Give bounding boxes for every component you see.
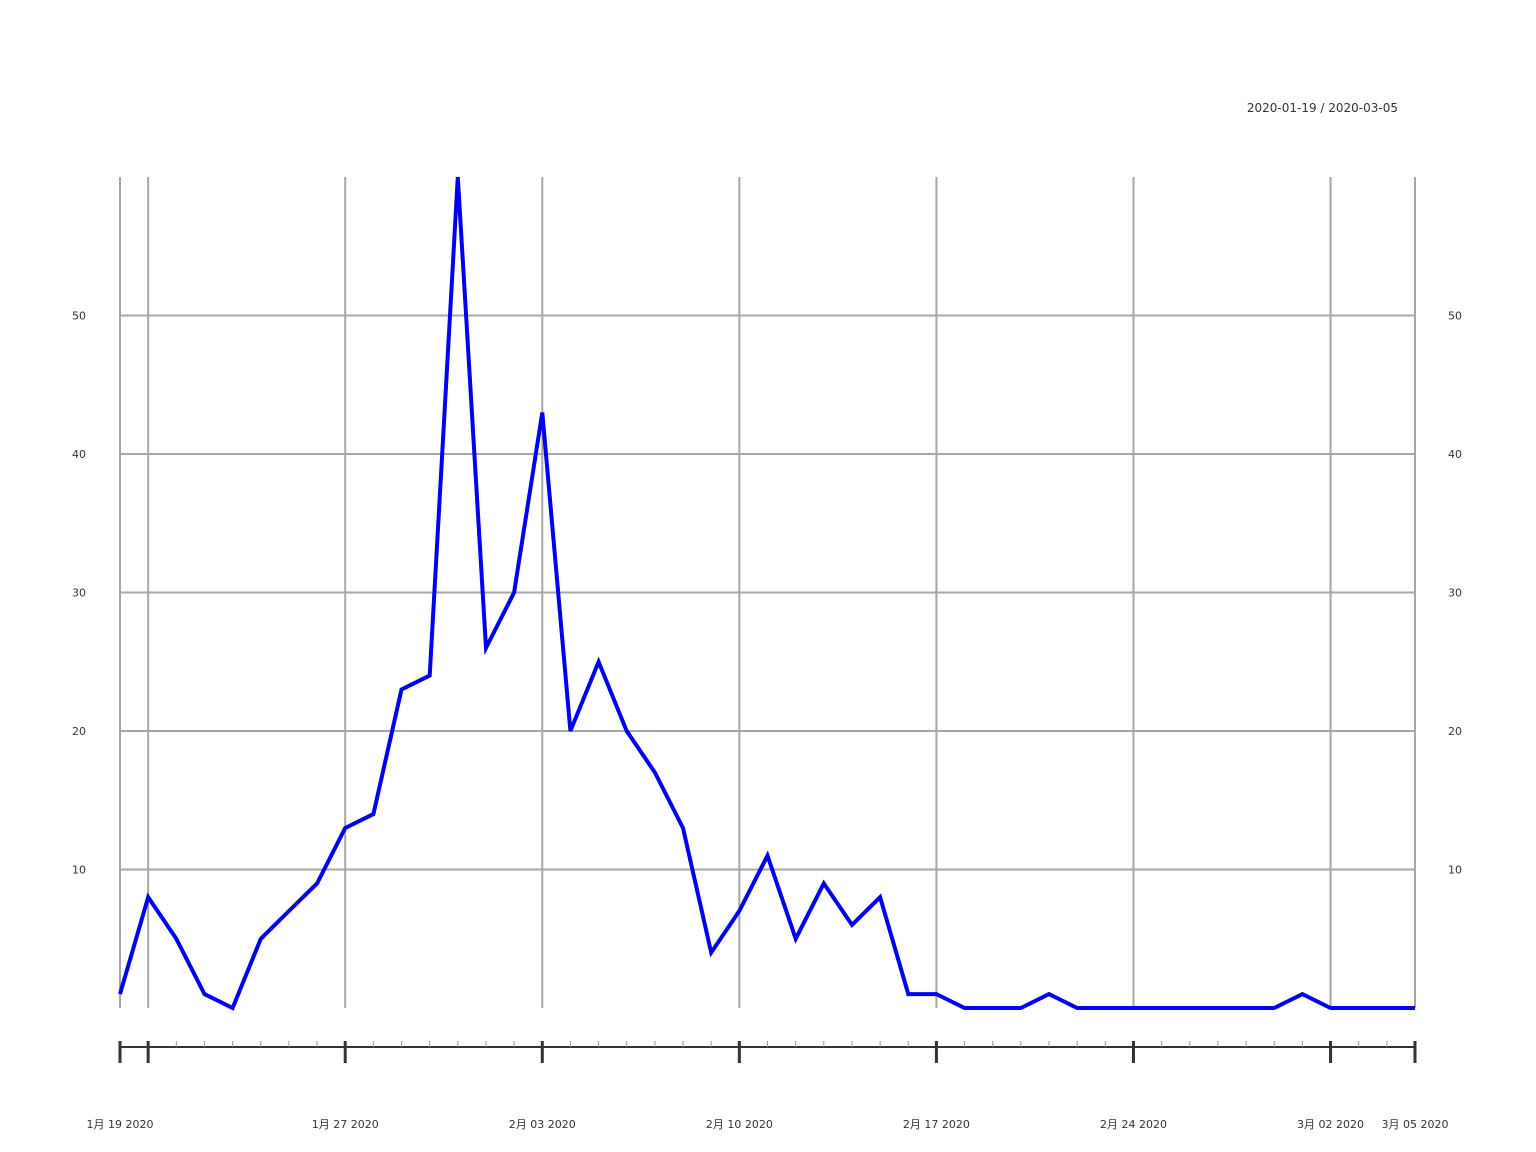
x-tick-label: 1月 27 2020 xyxy=(312,1118,379,1131)
x-tick-label: 2月 17 2020 xyxy=(903,1118,970,1131)
x-tick-label: 2月 10 2020 xyxy=(706,1118,773,1131)
y-tick-label-left: 10 xyxy=(72,864,86,877)
x-tick-label: 2月 24 2020 xyxy=(1100,1118,1167,1131)
y-tick-label-right: 20 xyxy=(1448,725,1462,738)
y-tick-label-right: 10 xyxy=(1448,864,1462,877)
x-tick-label: 3月 05 2020 xyxy=(1382,1118,1449,1131)
x-tick-label: 2月 03 2020 xyxy=(509,1118,576,1131)
x-axis: 1月 19 2020 1月 27 2020 2月 03 2020 2月 10 2020… xyxy=(87,1041,1449,1131)
y-tick-label-left: 40 xyxy=(72,448,86,461)
y-axis-left: 10 20 30 40 50 xyxy=(72,310,86,877)
x-tick-label: 1月 19 2020 xyxy=(87,1118,154,1131)
y-tick-label-left: 30 xyxy=(72,587,86,600)
x-tick-label: 3月 02 2020 xyxy=(1297,1118,1364,1131)
y-tick-label-right: 30 xyxy=(1448,587,1462,600)
y-axis-right: 10 20 30 40 50 xyxy=(1448,310,1462,877)
y-tick-label-left: 20 xyxy=(72,725,86,738)
horizontal-gridlines xyxy=(120,314,1415,871)
y-tick-label-right: 40 xyxy=(1448,448,1462,461)
series-layer xyxy=(118,176,1415,1011)
date-range-label: 2020-01-19 / 2020-03-05 xyxy=(1246,101,1398,115)
y-tick-label-right: 50 xyxy=(1448,310,1462,323)
series-line xyxy=(118,176,1415,1011)
y-tick-label-left: 50 xyxy=(72,310,86,323)
